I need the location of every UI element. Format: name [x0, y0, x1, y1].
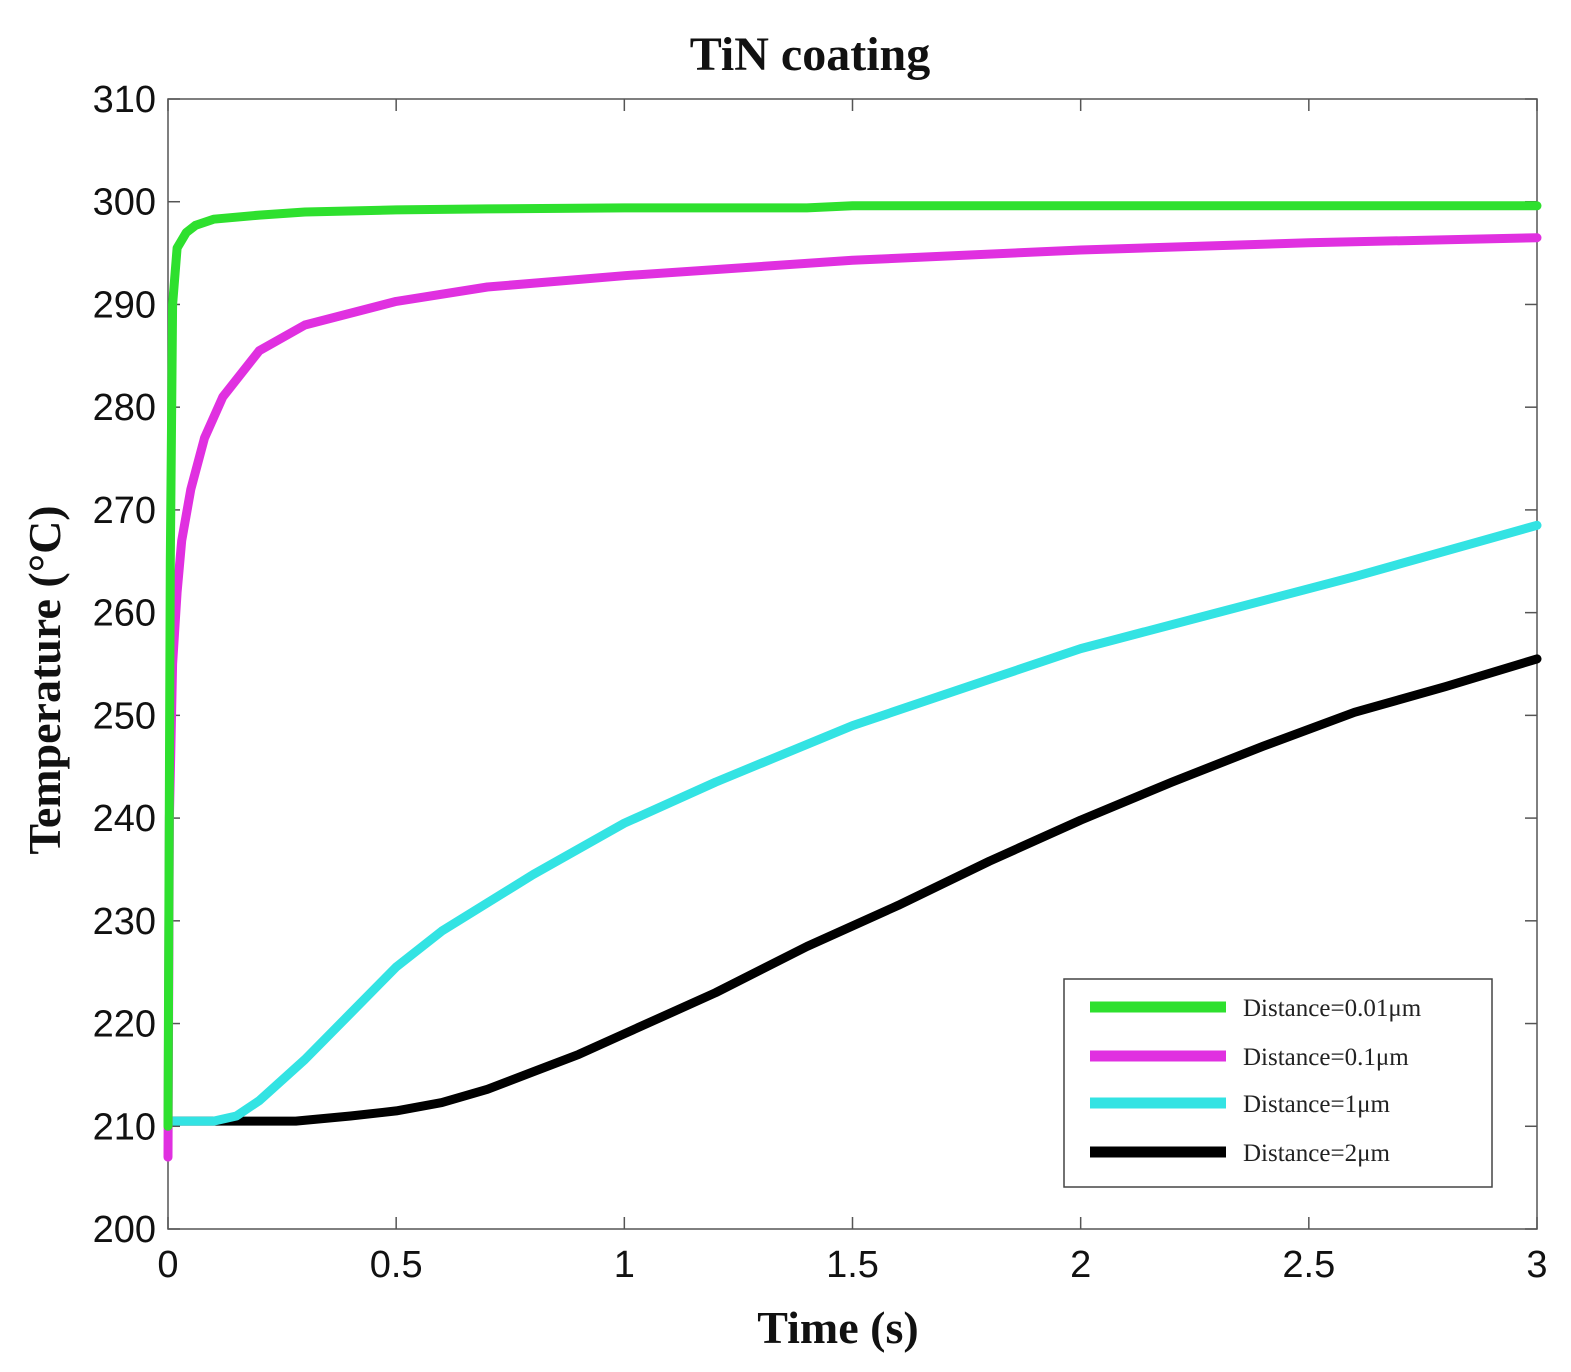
series-lines — [163, 201, 1542, 1162]
x-tick-label: 2.5 — [1282, 1244, 1335, 1286]
y-tick-label: 280 — [93, 387, 156, 429]
legend-label: Distance=2μm — [1243, 1140, 1390, 1167]
chart-title: TiN coating — [690, 28, 930, 81]
x-tick-label: 0.5 — [370, 1244, 423, 1286]
y-tick-label: 210 — [93, 1106, 156, 1148]
series-line-2 — [163, 520, 1542, 1126]
x-tick-label: 2 — [1070, 1244, 1091, 1286]
x-axis-label: Time (s) — [757, 1302, 918, 1353]
x-tick-label: 3 — [1526, 1244, 1547, 1286]
y-tick-label: 300 — [93, 182, 156, 224]
axis-ticks — [167, 98, 1538, 1230]
y-axis-label: Temperature (°C) — [19, 505, 70, 854]
legend-label: Distance=0.1μm — [1243, 1044, 1409, 1071]
y-tick-label: 250 — [93, 695, 156, 737]
x-tick-label: 0 — [157, 1244, 178, 1286]
tick-labels: 0 0.5 1 1.5 2 2.5 3 200 210 220 230 240 250 260 270 280… — [93, 79, 1548, 1286]
y-tick-label: 200 — [93, 1209, 156, 1251]
x-tick-label: 1 — [614, 1244, 635, 1286]
y-tick-label: 220 — [93, 1004, 156, 1046]
y-tick-label: 290 — [93, 284, 156, 326]
y-tick-label: 230 — [93, 901, 156, 943]
x-tick-label: 1.5 — [826, 1244, 879, 1286]
y-tick-label: 240 — [93, 798, 156, 840]
legend-label: Distance=1μm — [1243, 1091, 1390, 1118]
y-tick-label: 270 — [93, 490, 156, 532]
y-tick-label: 260 — [93, 593, 156, 635]
legend: Distance=0.01μm Distance=0.1μm Distance=1μ… — [1063, 978, 1493, 1188]
series-line-3 — [163, 654, 1542, 1126]
series-line-0 — [163, 201, 1542, 1131]
legend-label: Distance=0.01μm — [1243, 995, 1422, 1022]
y-tick-label: 310 — [93, 79, 156, 121]
series-line-1 — [163, 233, 1542, 1162]
